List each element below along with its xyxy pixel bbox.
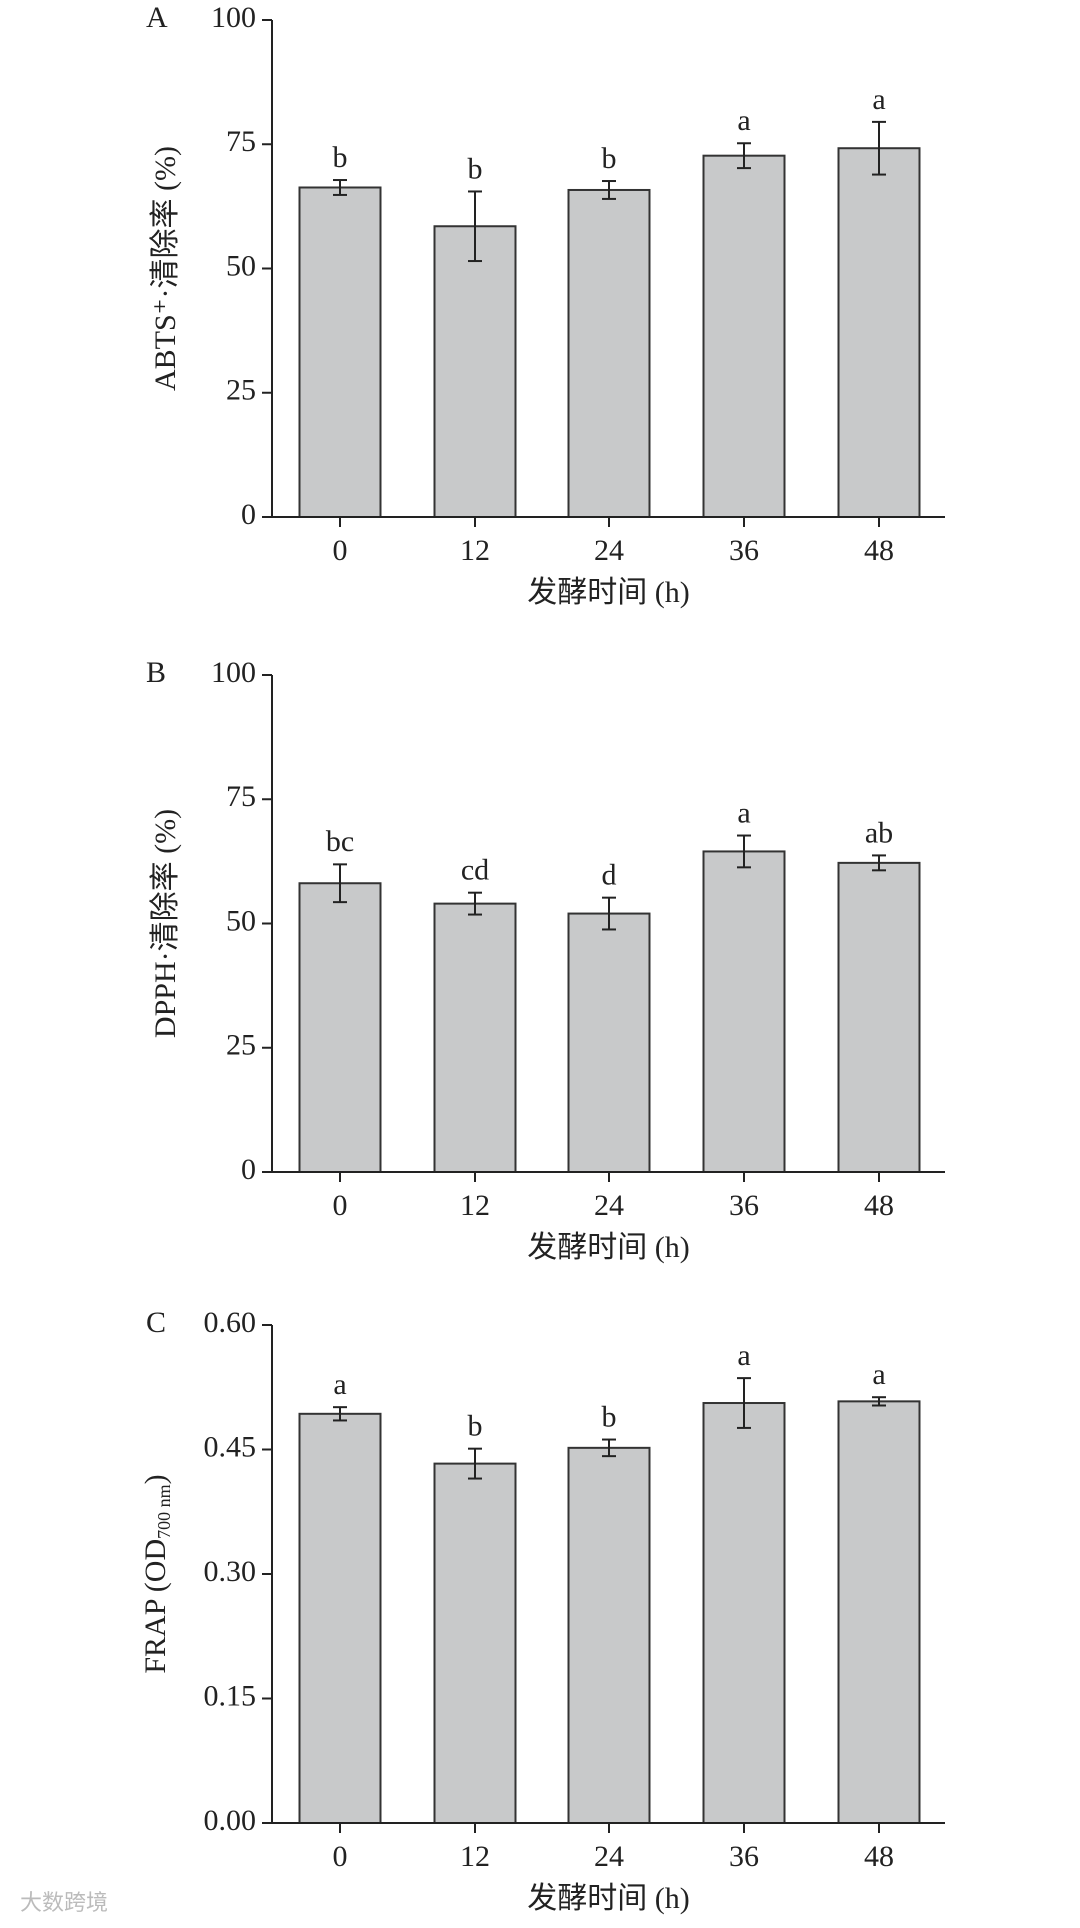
bar	[298, 882, 382, 1173]
y-tick-label: 25	[226, 1029, 256, 1062]
panel-label: B	[146, 656, 166, 689]
panel-label: A	[146, 1, 168, 34]
y-tick-label: 0.60	[204, 1306, 257, 1339]
significance-letter: a	[737, 796, 750, 829]
y-tick-label: 0.30	[204, 1555, 257, 1588]
bar	[567, 1446, 651, 1824]
y-axis-label-part: 700 nm	[154, 1484, 174, 1539]
bar	[837, 1400, 921, 1824]
bar	[702, 850, 786, 1173]
y-tick-label: 50	[226, 249, 256, 282]
y-axis-label: FRAP (OD700 nm)	[139, 1474, 174, 1673]
y-axis-label: DPPH·清除率 (%)	[149, 809, 182, 1038]
x-tick-label: 24	[594, 1189, 624, 1222]
significance-letter: a	[872, 1358, 885, 1391]
y-tick-label: 0.45	[204, 1430, 257, 1463]
x-tick-label: 48	[864, 534, 894, 567]
watermark: 大数跨境	[20, 1890, 108, 1915]
bar	[567, 912, 651, 1173]
x-tick-label: 48	[864, 1189, 894, 1222]
bar	[702, 1402, 786, 1825]
x-tick-label: 24	[594, 534, 624, 567]
y-axis-label: ABTS⁺·清除率 (%)	[149, 146, 182, 391]
panel-label: C	[146, 1306, 166, 1339]
x-axis-label: 发酵时间 (h)	[527, 576, 689, 609]
significance-letter: a	[333, 1368, 346, 1401]
y-tick-label: 25	[226, 374, 256, 407]
significance-letter: d	[602, 859, 617, 892]
x-tick-label: 0	[333, 534, 348, 567]
x-axis-label: 发酵时间 (h)	[527, 1231, 689, 1264]
significance-letter: a	[737, 1339, 750, 1372]
x-tick-label: 12	[460, 1189, 490, 1222]
significance-letter: b	[468, 152, 483, 185]
bar	[702, 154, 786, 518]
bar	[433, 1462, 517, 1824]
significance-letter: b	[468, 1410, 483, 1443]
x-tick-label: 0	[333, 1840, 348, 1873]
bar	[837, 147, 921, 518]
y-tick-label: 100	[211, 656, 256, 689]
y-axis-label-part: )	[139, 1474, 172, 1484]
y-tick-label: 100	[211, 1, 256, 34]
y-axis-label-part: FRAP (OD	[139, 1539, 172, 1674]
bar	[837, 861, 921, 1174]
y-tick-label: 0	[241, 498, 256, 531]
x-axis-label: 发酵时间 (h)	[527, 1882, 689, 1915]
y-tick-label: 0.15	[204, 1679, 257, 1712]
significance-letter: a	[737, 104, 750, 137]
bar	[298, 186, 382, 518]
y-tick-label: 50	[226, 904, 256, 937]
bar	[433, 902, 517, 1173]
significance-letter: a	[872, 83, 885, 116]
significance-letter: b	[602, 142, 617, 175]
x-tick-label: 36	[729, 1840, 759, 1873]
significance-letter: cd	[461, 854, 489, 887]
x-tick-label: 36	[729, 1189, 759, 1222]
y-tick-label: 0	[241, 1153, 256, 1186]
significance-letter: bc	[326, 825, 354, 858]
x-tick-label: 24	[594, 1840, 624, 1873]
bar	[433, 225, 517, 518]
y-tick-label: 75	[226, 125, 256, 158]
significance-letter: b	[602, 1400, 617, 1433]
bar	[567, 188, 651, 518]
y-tick-label: 0.00	[204, 1804, 257, 1837]
bar	[298, 1412, 382, 1825]
x-tick-label: 12	[460, 1840, 490, 1873]
significance-letter: ab	[865, 816, 893, 849]
x-tick-label: 12	[460, 534, 490, 567]
significance-letter: b	[333, 141, 348, 174]
x-tick-label: 48	[864, 1840, 894, 1873]
x-tick-label: 0	[333, 1189, 348, 1222]
x-tick-label: 36	[729, 534, 759, 567]
y-tick-label: 75	[226, 780, 256, 813]
